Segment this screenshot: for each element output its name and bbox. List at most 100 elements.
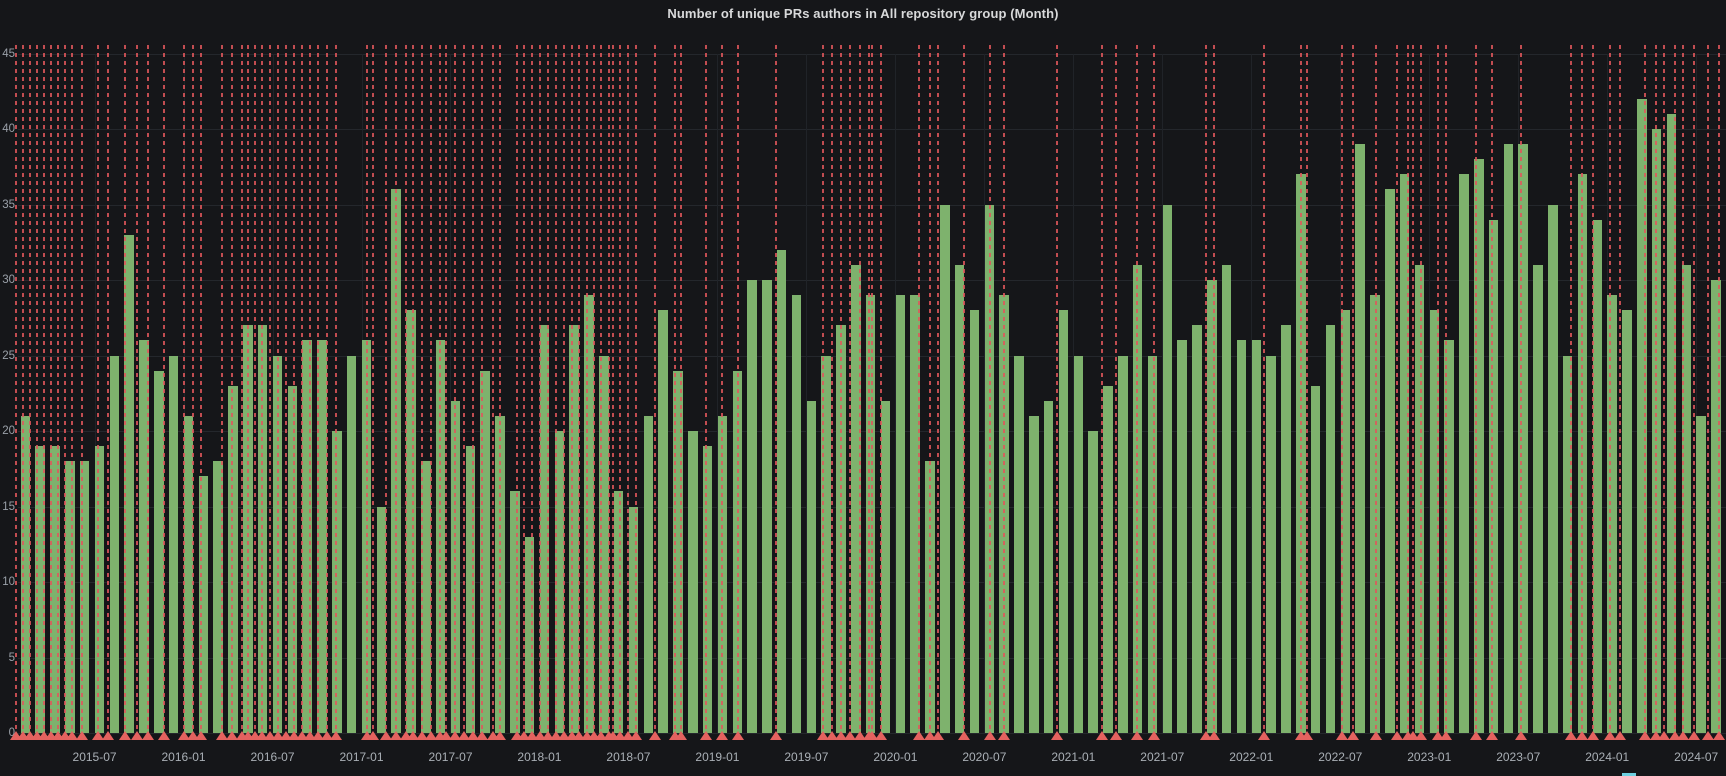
bar[interactable] xyxy=(1488,219,1499,733)
bar[interactable] xyxy=(1281,325,1291,733)
annotation-marker-icon[interactable] xyxy=(158,731,170,740)
bar[interactable] xyxy=(109,355,120,733)
annotation-marker-icon[interactable] xyxy=(467,731,479,740)
annotation-marker-icon[interactable] xyxy=(52,731,64,740)
bar[interactable] xyxy=(940,204,950,733)
bar[interactable] xyxy=(1399,174,1410,733)
bar[interactable] xyxy=(228,385,238,733)
bar[interactable] xyxy=(465,446,476,733)
annotation-marker-icon[interactable] xyxy=(566,731,578,740)
annotation-marker-icon[interactable] xyxy=(416,731,428,740)
annotation-marker-icon[interactable] xyxy=(131,731,143,740)
bar[interactable] xyxy=(1429,310,1439,733)
annotation-marker-icon[interactable] xyxy=(440,731,452,740)
bar[interactable] xyxy=(1696,415,1706,733)
annotation-marker-icon[interactable] xyxy=(1565,731,1577,740)
annotation-marker-icon[interactable] xyxy=(1650,731,1662,740)
annotation-marker-icon[interactable] xyxy=(1470,731,1482,740)
annotation-marker-icon[interactable] xyxy=(280,731,292,740)
annotation-marker-icon[interactable] xyxy=(1110,731,1122,740)
bar[interactable] xyxy=(1355,144,1365,733)
annotation-marker-icon[interactable] xyxy=(76,731,88,740)
annotation-marker-icon[interactable] xyxy=(998,731,1010,740)
bar[interactable] xyxy=(1266,355,1276,733)
bar[interactable] xyxy=(1503,144,1514,733)
annotation-marker-icon[interactable] xyxy=(178,731,190,740)
annotation-marker-icon[interactable] xyxy=(142,731,154,740)
bar[interactable] xyxy=(1548,204,1558,733)
annotation-marker-icon[interactable] xyxy=(588,731,600,740)
annotation-marker-icon[interactable] xyxy=(511,731,523,740)
bar[interactable] xyxy=(1607,295,1617,733)
annotation-marker-icon[interactable] xyxy=(1200,731,1212,740)
bar[interactable] xyxy=(1029,415,1039,733)
bar[interactable] xyxy=(747,280,757,733)
annotation-marker-icon[interactable] xyxy=(622,731,634,740)
annotation-marker-icon[interactable] xyxy=(288,731,300,740)
bar[interactable] xyxy=(1711,280,1721,733)
annotation-marker-icon[interactable] xyxy=(10,731,22,740)
annotation-marker-icon[interactable] xyxy=(390,731,402,740)
bar[interactable] xyxy=(821,355,831,733)
annotation-marker-icon[interactable] xyxy=(924,731,936,740)
annotation-marker-icon[interactable] xyxy=(675,731,687,740)
bar[interactable] xyxy=(1340,310,1351,733)
bar[interactable] xyxy=(50,446,60,733)
annotation-marker-icon[interactable] xyxy=(1639,731,1651,740)
bar[interactable] xyxy=(35,446,45,733)
bar[interactable] xyxy=(302,340,312,733)
bar[interactable] xyxy=(1666,113,1677,733)
annotation-marker-icon[interactable] xyxy=(1391,731,1403,740)
bar[interactable] xyxy=(79,461,90,733)
bar[interactable] xyxy=(183,415,194,733)
bar[interactable] xyxy=(154,370,164,733)
annotation-marker-icon[interactable] xyxy=(312,731,324,740)
bar[interactable] xyxy=(658,310,668,733)
bar[interactable] xyxy=(124,234,134,733)
bar[interactable] xyxy=(539,325,550,733)
bar[interactable] xyxy=(776,249,787,733)
bar[interactable] xyxy=(1088,431,1098,733)
annotation-marker-icon[interactable] xyxy=(1258,731,1270,740)
annotation-marker-icon[interactable] xyxy=(92,731,104,740)
annotation-marker-icon[interactable] xyxy=(1432,731,1444,740)
annotation-marker-icon[interactable] xyxy=(573,731,585,740)
bar[interactable] xyxy=(1562,355,1573,733)
annotation-marker-icon[interactable] xyxy=(1604,731,1616,740)
bar[interactable] xyxy=(1236,340,1247,733)
bar[interactable] xyxy=(1681,264,1692,733)
annotation-marker-icon[interactable] xyxy=(630,731,642,740)
bar[interactable] xyxy=(480,370,490,733)
annotation-marker-icon[interactable] xyxy=(242,731,254,740)
annotation-marker-icon[interactable] xyxy=(1336,731,1348,740)
bar[interactable] xyxy=(317,340,327,733)
annotation-marker-icon[interactable] xyxy=(24,731,36,740)
annotation-marker-icon[interactable] xyxy=(494,731,506,740)
annotation-marker-icon[interactable] xyxy=(1148,731,1160,740)
bar[interactable] xyxy=(762,280,772,733)
bar[interactable] xyxy=(910,295,920,733)
annotation-marker-icon[interactable] xyxy=(400,731,412,740)
annotation-marker-icon[interactable] xyxy=(844,731,856,740)
bar[interactable] xyxy=(791,295,802,733)
bar[interactable] xyxy=(554,431,565,733)
annotation-marker-icon[interactable] xyxy=(526,731,538,740)
annotation-marker-icon[interactable] xyxy=(304,731,316,740)
annotation-marker-icon[interactable] xyxy=(518,731,530,740)
bar[interactable] xyxy=(168,355,179,733)
annotation-marker-icon[interactable] xyxy=(1515,731,1527,740)
bar[interactable] xyxy=(1622,310,1632,733)
bar[interactable] xyxy=(1118,355,1128,733)
bar[interactable] xyxy=(1147,355,1158,733)
annotation-marker-icon[interactable] xyxy=(581,731,593,740)
annotation-marker-icon[interactable] xyxy=(1301,731,1313,740)
annotation-marker-icon[interactable] xyxy=(649,731,661,740)
bar[interactable] xyxy=(880,400,891,733)
annotation-marker-icon[interactable] xyxy=(1614,731,1626,740)
annotation-marker-icon[interactable] xyxy=(264,731,276,740)
annotation-marker-icon[interactable] xyxy=(45,731,57,740)
bar[interactable] xyxy=(406,310,416,733)
bar[interactable] xyxy=(1459,174,1469,733)
annotation-marker-icon[interactable] xyxy=(1096,731,1108,740)
bar[interactable] xyxy=(1518,144,1528,733)
